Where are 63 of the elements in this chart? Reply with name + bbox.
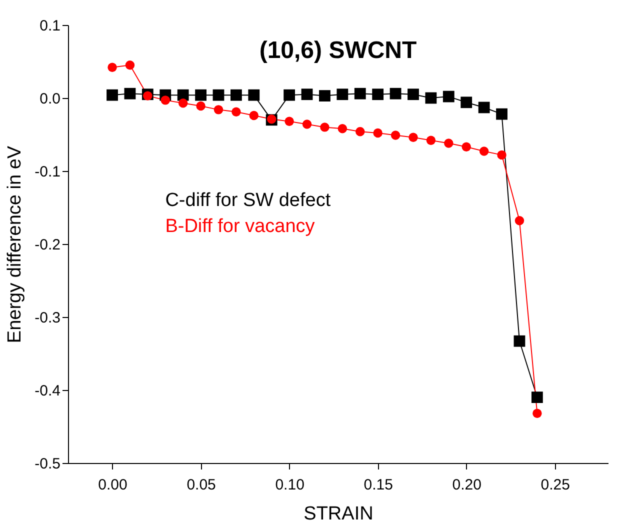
point [212, 89, 224, 101]
x-tick-label: 0.20 [452, 476, 482, 494]
point [214, 105, 224, 114]
point [108, 62, 117, 72]
y-tick-label: -0.1 [34, 164, 60, 180]
x-axis-title: STRAIN [304, 504, 374, 524]
y-tick-label: -0.3 [34, 310, 60, 326]
point [514, 216, 524, 226]
point [442, 90, 454, 102]
y-tick-label: 0.1 [40, 18, 60, 34]
point [336, 88, 348, 100]
point [478, 102, 490, 114]
point [320, 122, 330, 132]
y-tick-label: -0.5 [34, 456, 60, 472]
point [125, 60, 135, 70]
text: B-Diff for vacancy [165, 216, 316, 238]
point [460, 96, 472, 108]
point [426, 136, 436, 145]
text: (10,6) SWCNT [259, 37, 418, 64]
point [284, 89, 296, 101]
point [372, 88, 384, 100]
point [302, 120, 312, 129]
point [160, 96, 170, 105]
point [338, 124, 348, 134]
point [124, 88, 136, 100]
point [408, 132, 418, 142]
point [143, 91, 152, 100]
point [496, 108, 508, 120]
point [249, 110, 259, 120]
point [319, 90, 330, 102]
point [354, 88, 366, 100]
x-tick-label: 0.25 [540, 476, 570, 494]
point [284, 116, 294, 126]
point [479, 146, 489, 156]
point [301, 88, 313, 100]
point [106, 89, 118, 101]
point [531, 392, 543, 403]
y-tick-label: 0.0 [40, 90, 60, 108]
point [195, 89, 206, 101]
point [232, 107, 241, 116]
x-tick-label: 0.10 [275, 476, 304, 494]
point [178, 98, 188, 108]
point [373, 128, 382, 138]
x-tick-label: 0.05 [186, 476, 216, 494]
point [248, 89, 260, 101]
point [462, 142, 471, 152]
y-tick-label: -0.4 [34, 382, 60, 400]
point [390, 130, 400, 140]
point [408, 88, 419, 100]
point [425, 92, 437, 104]
y-tick-label: -0.2 [34, 236, 60, 254]
point [497, 150, 506, 160]
point [514, 335, 526, 347]
point [230, 89, 242, 101]
x-tick-label: 0.15 [364, 476, 393, 494]
point [390, 88, 402, 100]
point [532, 408, 542, 418]
x-tick-label: 0.00 [98, 476, 128, 494]
point [196, 101, 206, 111]
point [444, 138, 454, 148]
point [356, 126, 365, 136]
y-axis-title: Energy difference in eV [4, 146, 26, 344]
text: C-diff for SW defect [165, 190, 332, 212]
